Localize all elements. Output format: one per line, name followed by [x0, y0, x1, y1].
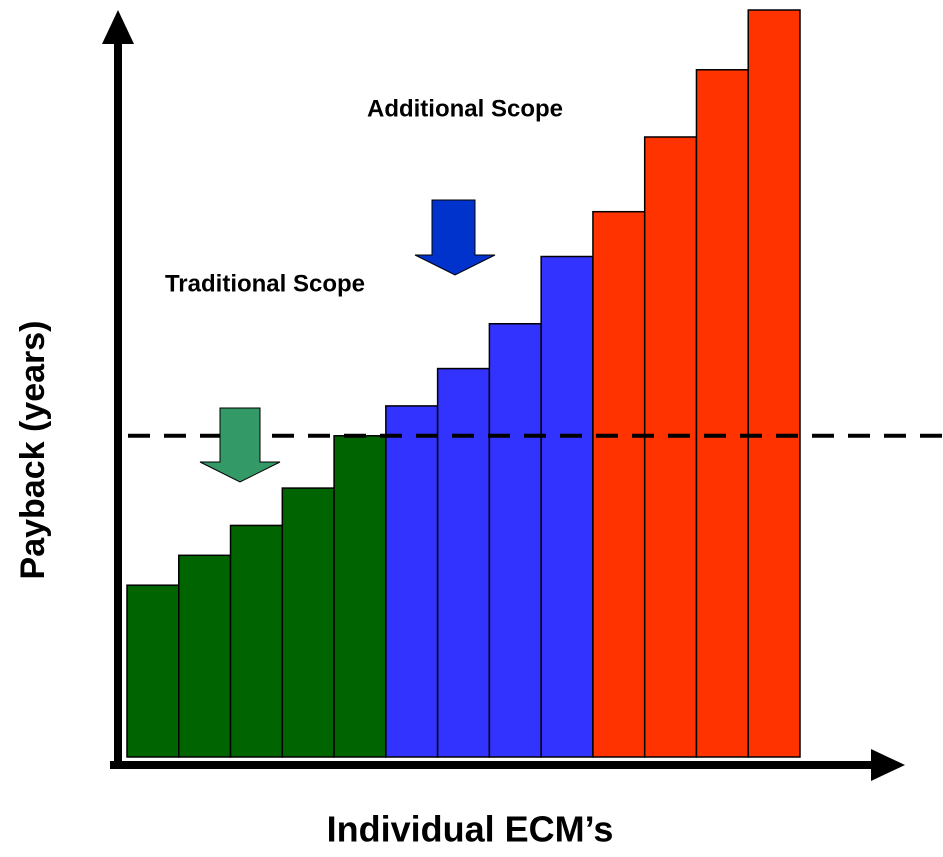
annotation: Additional Scope	[367, 95, 563, 122]
x-axis-label: Individual ECM’s	[327, 809, 614, 850]
blue-arrow	[414, 199, 496, 276]
bar	[747, 9, 801, 758]
green-arrow	[199, 407, 281, 483]
bar	[126, 584, 180, 758]
bar	[643, 136, 698, 758]
bar	[229, 524, 284, 758]
bar	[281, 487, 335, 758]
bar	[488, 322, 542, 758]
axes	[110, 40, 875, 769]
bar	[540, 255, 594, 758]
x-axis-arrow	[871, 749, 905, 781]
bar	[178, 554, 232, 758]
bar	[695, 69, 749, 758]
bar	[436, 367, 491, 758]
y-axis-arrow	[102, 10, 134, 44]
y-axis-label: Payback (years)	[14, 321, 52, 580]
bar	[385, 405, 439, 758]
bar	[333, 435, 387, 758]
annotation: Traditional Scope	[165, 270, 365, 297]
bar	[592, 210, 646, 758]
